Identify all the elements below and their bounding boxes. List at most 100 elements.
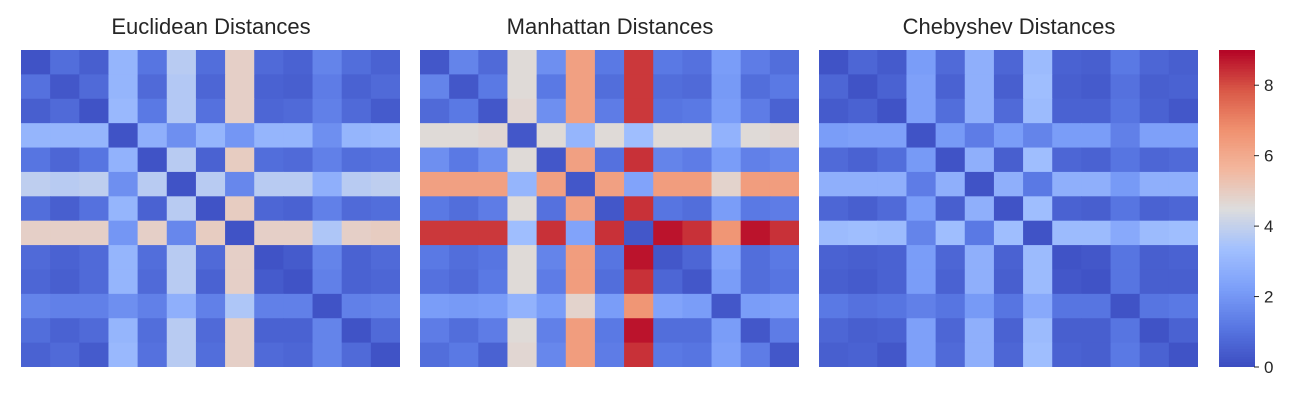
heatmap-cell	[536, 269, 567, 295]
heatmap-cell	[594, 220, 625, 246]
heatmap-cell	[254, 318, 284, 344]
heatmap-cell	[819, 98, 849, 124]
heatmap-cell	[50, 147, 80, 173]
heatmap-cell	[906, 342, 937, 367]
heatmap-cell	[1081, 98, 1112, 124]
colorbar-segment	[1219, 134, 1255, 138]
heatmap-cell	[1110, 123, 1141, 149]
heatmap-cell	[1023, 74, 1053, 100]
colorbar-segment	[1219, 137, 1255, 141]
heatmap-cell	[1139, 342, 1170, 367]
heatmap-cell	[624, 50, 654, 75]
colorbar-segment	[1219, 322, 1255, 326]
colorbar-segment	[1219, 163, 1255, 167]
heatmap-cell	[478, 318, 509, 344]
heatmap-cell	[769, 171, 799, 197]
heatmap-cell	[682, 245, 713, 271]
colorbar-segment	[1219, 359, 1255, 363]
heatmap-cell	[1168, 245, 1198, 271]
colorbar-segment	[1219, 229, 1255, 233]
colorbar-segment	[1219, 211, 1255, 215]
colorbar-segment	[1219, 277, 1255, 281]
heatmap-cell	[1168, 50, 1198, 75]
heatmap-cell	[594, 196, 625, 222]
heatmap-cell	[1168, 171, 1198, 197]
heatmap-cell	[507, 171, 538, 197]
heatmap-cell	[624, 74, 654, 100]
heatmap-cell	[312, 171, 343, 197]
colorbar-segment	[1219, 274, 1255, 278]
heatmap-cell	[1168, 196, 1198, 222]
heatmap-cell	[225, 318, 255, 344]
heatmap-cell	[1110, 171, 1141, 197]
heatmap-cell	[254, 123, 284, 149]
heatmap-cell	[195, 269, 226, 295]
heatmap-cell	[769, 293, 799, 319]
heatmap-cell	[50, 171, 80, 197]
colorbar-segment	[1219, 232, 1255, 236]
heatmap-cell	[1081, 196, 1112, 222]
heatmap-cell	[653, 98, 683, 124]
heatmap-cell	[877, 171, 908, 197]
heatmap-cell	[254, 245, 284, 271]
heatmap-cell	[819, 74, 849, 100]
heatmap-cell	[964, 123, 995, 149]
heatmap-cell	[420, 245, 450, 271]
heatmap-cell	[312, 50, 343, 75]
heatmap-cell	[370, 293, 400, 319]
heatmap-cell	[341, 196, 372, 222]
heatmap-cell	[478, 74, 509, 100]
heatmap-cell	[283, 220, 314, 246]
heatmap-cell	[1023, 171, 1053, 197]
heatmap-cell	[740, 196, 771, 222]
heatmap-cell	[769, 50, 799, 75]
heatmap-cell	[1052, 50, 1082, 75]
heatmap-cell	[653, 342, 683, 367]
heatmap-cell	[225, 342, 255, 367]
heatmap-cell	[769, 147, 799, 173]
heatmap-cell	[711, 293, 742, 319]
heatmap-cell	[594, 293, 625, 319]
heatmap-cell	[1168, 269, 1198, 295]
heatmap-cell	[507, 74, 538, 100]
heatmap-cell	[283, 171, 314, 197]
heatmap-cell	[964, 50, 995, 75]
heatmap-cell	[682, 318, 713, 344]
heatmap-cell	[594, 98, 625, 124]
heatmap-cell	[964, 293, 995, 319]
colorbar-segment	[1219, 145, 1255, 149]
colorbar-segment	[1219, 100, 1255, 104]
heatmap-cell	[536, 74, 567, 100]
colorbar-segment	[1219, 345, 1255, 350]
colorbar-segment	[1219, 55, 1255, 59]
heatmap-cell	[507, 220, 538, 246]
colorbar-segment	[1219, 316, 1255, 321]
heatmap-cell	[848, 147, 878, 173]
colorbar-segment	[1219, 303, 1255, 307]
heatmap-cell	[341, 245, 372, 271]
heatmap-cell	[370, 50, 400, 75]
heatmap-cell	[1052, 318, 1082, 344]
heatmap-cell	[195, 98, 226, 124]
heatmap-cell	[653, 245, 683, 271]
colorbar-segment	[1219, 102, 1255, 107]
heatmap-cell	[653, 123, 683, 149]
heatmap-cell	[769, 220, 799, 246]
heatmap-cell	[682, 123, 713, 149]
euclidean-heatmap	[21, 50, 400, 367]
heatmap-cell	[653, 220, 683, 246]
heatmap-cell	[935, 293, 966, 319]
heatmap-cell	[137, 74, 168, 100]
heatmap-cell	[108, 171, 139, 197]
heatmap-cell	[21, 171, 51, 197]
heatmap-cell	[108, 293, 139, 319]
heatmap-cell	[565, 196, 596, 222]
heatmap-cell	[137, 171, 168, 197]
heatmap-cell	[449, 147, 479, 173]
colorbar-segment	[1219, 153, 1255, 157]
heatmap-cell	[507, 50, 538, 75]
heatmap-cell	[1023, 196, 1053, 222]
heatmap-cell	[50, 196, 80, 222]
colorbar-segment	[1219, 57, 1255, 62]
colorbar-segment	[1219, 348, 1255, 352]
